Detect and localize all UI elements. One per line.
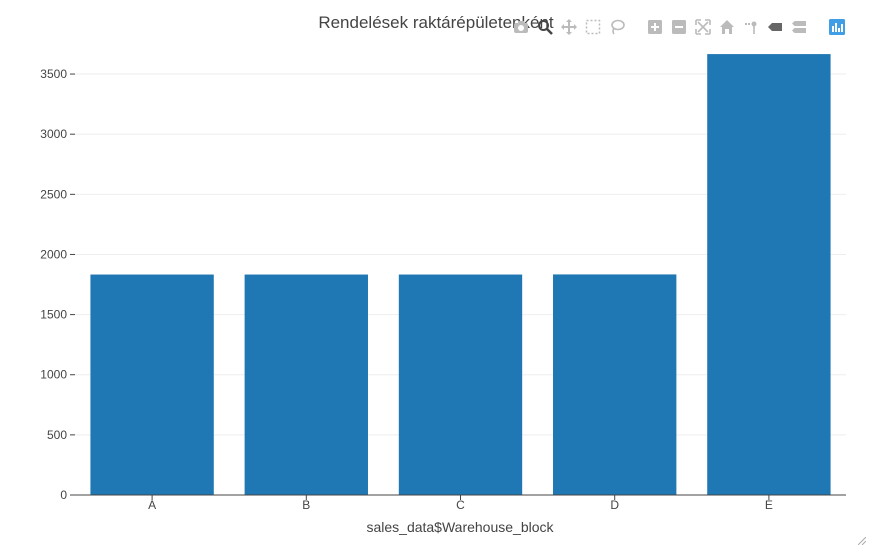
zoom-icon[interactable] xyxy=(536,18,554,36)
camera-icon[interactable] xyxy=(512,18,530,36)
hover-compare-icon[interactable] xyxy=(790,18,808,36)
reset-axes-icon[interactable] xyxy=(718,18,736,36)
box-select-icon[interactable] xyxy=(584,18,602,36)
bars[interactable] xyxy=(90,54,831,496)
hover-closest-icon[interactable] xyxy=(766,18,784,36)
x-tick-label: D xyxy=(610,498,619,512)
bar-e[interactable] xyxy=(707,54,831,496)
bar-b[interactable] xyxy=(244,274,368,495)
bar-d[interactable] xyxy=(553,274,677,495)
spike-lines-icon[interactable] xyxy=(742,18,760,36)
lasso-select-icon[interactable] xyxy=(608,18,626,36)
y-tick-label: 1000 xyxy=(40,368,67,382)
x-tick-label: A xyxy=(148,498,156,512)
x-axis-ticks: A B C D E xyxy=(148,495,773,512)
y-axis-ticks: 0 500 1000 1500 2000 2500 3000 3500 xyxy=(40,67,75,502)
x-axis-title: sales_data$Warehouse_block xyxy=(366,519,554,535)
bar-c[interactable] xyxy=(398,274,523,495)
zoom-in-icon[interactable] xyxy=(646,18,664,36)
y-tick-label: 3500 xyxy=(40,67,67,81)
y-tick-label: 0 xyxy=(60,488,67,502)
zoom-out-icon[interactable] xyxy=(670,18,688,36)
x-tick-label: C xyxy=(456,498,465,512)
y-tick-label: 1500 xyxy=(40,308,67,322)
y-tick-label: 2500 xyxy=(40,187,67,201)
chart-title: Rendelések raktárépületenként xyxy=(318,13,554,32)
x-tick-label: E xyxy=(765,498,773,512)
plotly-logo-icon[interactable] xyxy=(828,18,846,36)
autoscale-icon[interactable] xyxy=(694,18,712,36)
resize-handle-icon[interactable] xyxy=(858,537,866,545)
x-tick-label: B xyxy=(302,498,310,512)
y-tick-label: 3000 xyxy=(40,127,67,141)
modebar xyxy=(512,16,846,38)
pan-icon[interactable] xyxy=(560,18,578,36)
bar-a[interactable] xyxy=(90,274,214,495)
y-tick-label: 2000 xyxy=(40,247,67,261)
y-tick-label: 500 xyxy=(47,428,67,442)
